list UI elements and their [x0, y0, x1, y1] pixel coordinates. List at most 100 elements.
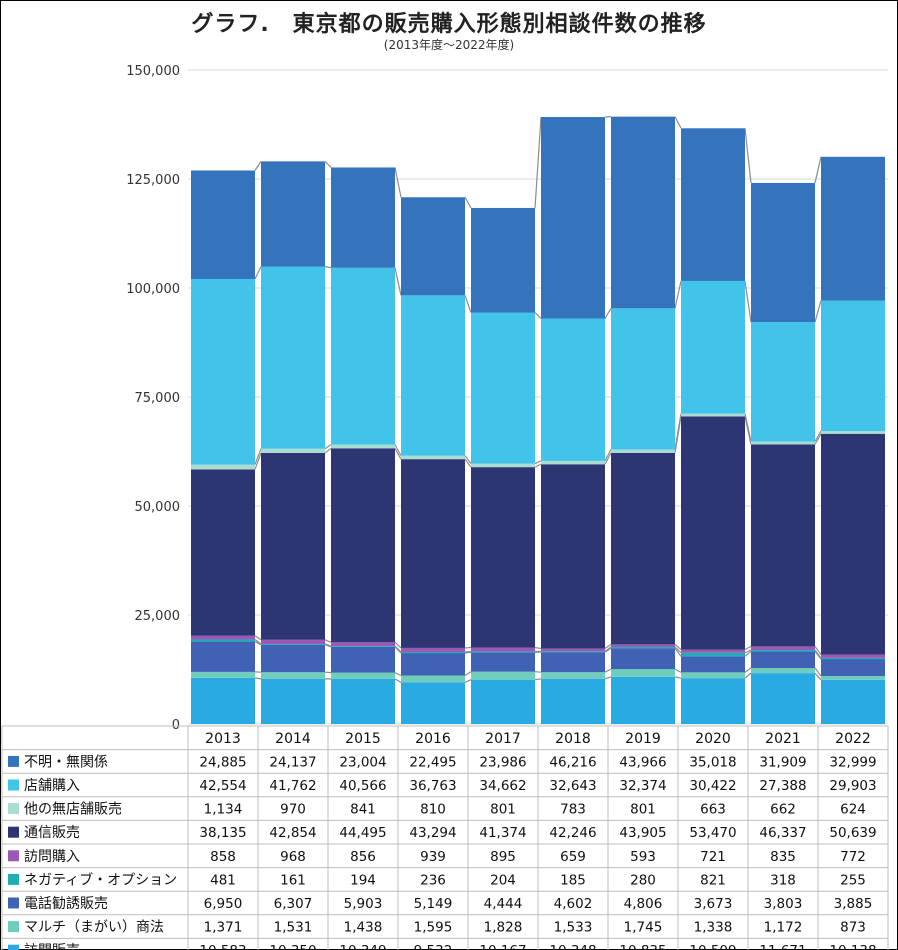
data-label: 856	[350, 849, 376, 865]
series-line	[604, 676, 612, 680]
data-label: 41,762	[269, 778, 316, 794]
series-line	[814, 300, 822, 323]
data-label: 835	[770, 849, 796, 865]
legend-swatch	[8, 779, 19, 791]
bar-segment	[821, 657, 885, 660]
series-line	[254, 677, 262, 680]
bar-segment	[541, 318, 605, 461]
data-label: 24,885	[199, 754, 246, 770]
legend-label: 店舗購入	[24, 778, 80, 794]
series-line	[814, 651, 822, 660]
series-line	[324, 160, 332, 168]
data-label: 255	[840, 872, 866, 888]
series-line	[674, 676, 682, 679]
series-line	[394, 641, 402, 649]
series-line	[604, 449, 612, 462]
legend-swatch	[8, 873, 19, 885]
bar-segment	[541, 672, 605, 679]
bar-segment	[331, 642, 395, 647]
series-line	[324, 266, 332, 269]
x-tick-label: 2017	[485, 731, 521, 747]
bar-segment	[751, 441, 815, 445]
data-label: 1,595	[414, 920, 453, 936]
x-tick-label: 2015	[345, 731, 381, 747]
data-label: 9,532	[414, 943, 453, 950]
chart-subtitle: (2013年度～2022年度)	[383, 38, 515, 52]
data-label: 659	[560, 849, 586, 865]
bar-segment	[261, 452, 325, 640]
series-line	[604, 643, 612, 649]
data-label: 22,495	[409, 754, 456, 770]
data-label: 593	[630, 849, 656, 865]
series-line	[464, 196, 472, 209]
series-line	[394, 267, 402, 296]
bar-segment	[471, 312, 535, 464]
series-line	[394, 646, 402, 654]
data-label: 27,388	[759, 778, 806, 794]
series-line	[534, 646, 542, 650]
data-label: 970	[280, 802, 306, 818]
data-label: 3,885	[834, 896, 873, 912]
data-label: 873	[840, 920, 866, 936]
series-line	[604, 668, 612, 673]
bar-segment	[191, 170, 255, 279]
data-label: 772	[840, 849, 866, 865]
series-line	[464, 671, 472, 676]
bar-segment	[541, 460, 605, 465]
series-line	[394, 444, 402, 456]
x-tick-label: 2019	[625, 731, 661, 747]
series-line	[744, 672, 752, 679]
data-label: 939	[420, 849, 446, 865]
legend-label: 電話勧誘販売	[24, 895, 108, 912]
bar-segment	[751, 322, 815, 442]
bar-segment	[191, 671, 255, 678]
series-line	[324, 643, 332, 647]
legend-swatch	[8, 921, 19, 933]
data-label: 42,854	[269, 825, 316, 841]
data-label: 10,509	[689, 943, 736, 950]
data-label: 32,999	[829, 754, 876, 770]
series-line	[324, 447, 332, 454]
data-label: 161	[280, 872, 306, 888]
y-tick-label: 150,000	[126, 64, 180, 79]
series-line	[744, 280, 752, 323]
y-tick-label: 75,000	[135, 391, 181, 406]
series-line	[814, 649, 822, 659]
data-label: 5,149	[414, 896, 453, 912]
bar-segment	[401, 455, 465, 460]
data-label: 10,583	[199, 943, 246, 950]
bar-segment	[401, 197, 465, 296]
data-label: 30,422	[689, 778, 736, 794]
data-label: 481	[210, 872, 236, 888]
data-label: 6,307	[274, 896, 313, 912]
bar-segment	[401, 647, 465, 653]
bar-segment	[261, 644, 325, 673]
bar-segment	[611, 116, 675, 309]
legend-label: 不明・無関係	[24, 754, 108, 770]
data-label: 783	[560, 802, 586, 818]
bar-segment	[681, 672, 745, 679]
bar-segment	[611, 449, 675, 453]
bar-segment	[821, 300, 885, 432]
series-line	[744, 645, 752, 651]
bar-segment	[821, 431, 885, 434]
bar-segment	[261, 678, 325, 724]
data-label: 280	[630, 872, 656, 888]
bar-segment	[261, 448, 325, 453]
data-label: 24,137	[269, 754, 316, 770]
series-line	[744, 649, 752, 654]
bar-segment	[821, 156, 885, 301]
bar-segment	[751, 646, 815, 651]
series-line	[604, 308, 612, 319]
y-tick-label: 125,000	[126, 173, 180, 188]
bar-segment	[401, 295, 465, 456]
legend-label: 通信販売	[24, 825, 80, 841]
series-line	[674, 413, 682, 450]
data-label: 43,905	[619, 825, 666, 841]
bar-segment	[261, 639, 325, 644]
data-label: 46,337	[759, 825, 806, 841]
series-line	[814, 646, 822, 655]
series-line	[464, 458, 472, 468]
bar-segment	[681, 656, 745, 673]
